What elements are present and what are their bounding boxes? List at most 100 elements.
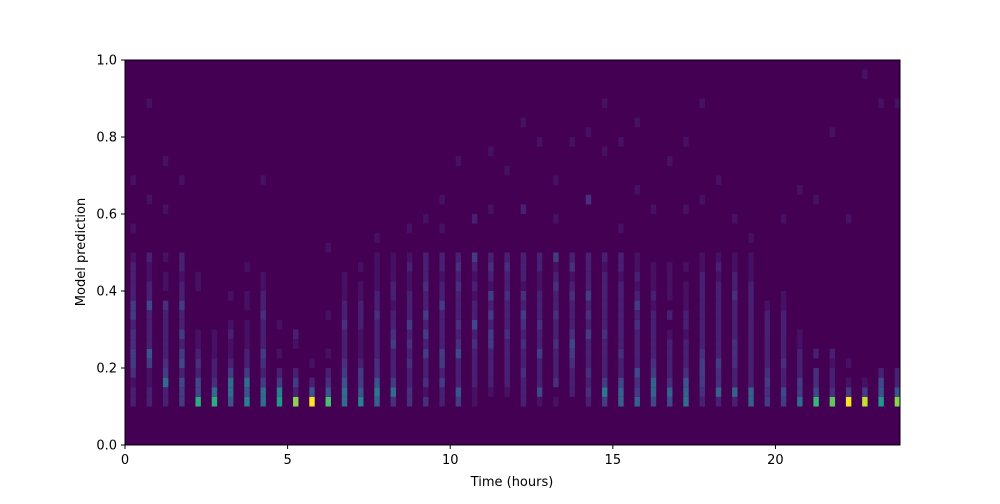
heatmap-cell [504,291,510,301]
heatmap-cell [553,396,559,407]
heatmap-cell [439,329,445,340]
heatmap-cell [146,387,153,397]
heatmap-cell [553,252,559,263]
heatmap-cell [423,319,429,330]
heatmap-cell [374,368,380,378]
heatmap-cell [439,281,445,291]
heatmap-cell [553,310,559,320]
heatmap-cell [471,358,478,368]
heatmap-cell [634,300,640,311]
heatmap-cell [845,387,852,397]
y-tick-label: 0.8 [96,131,117,146]
heatmap-cell [260,319,266,330]
heatmap-cell [471,396,478,407]
heatmap-cell [748,396,754,407]
heatmap-cell [195,368,201,378]
heatmap-cell [536,310,543,320]
heatmap-cell [341,339,348,349]
heatmap-cell [667,358,673,368]
heatmap-cell-upper [683,204,689,214]
heatmap-cell-upper [829,127,836,137]
heatmap-cell-upper [423,214,429,224]
heatmap-cell-upper [146,194,153,205]
heatmap-cell [130,329,136,340]
heatmap-cell-upper [536,137,543,147]
heatmap-cell [423,358,429,368]
heatmap-cell [618,377,624,388]
heatmap-cell [488,339,494,349]
heatmap-cell [553,368,559,378]
heatmap-cell [618,339,624,349]
heatmap-cell [601,281,608,291]
y-axis-label: Model prediction [74,198,89,306]
heatmap-cell [569,300,575,311]
heatmap-cell [325,377,331,388]
heatmap-cell [195,377,201,388]
heatmap-cell [390,262,397,272]
heatmap-cell [341,329,348,340]
heatmap-cell [553,300,559,311]
heatmap-cell [748,339,754,349]
heatmap-cell [667,329,673,340]
heatmap-cell [439,319,445,330]
heatmap-cell [227,368,234,378]
heatmap-cell [569,310,575,320]
heatmap-cell [358,300,364,311]
heatmap-cell [748,329,754,340]
heatmap-cell [227,377,234,388]
heatmap-cell [390,377,397,388]
heatmap-cell [439,291,445,301]
heatmap-cell [130,281,136,291]
heatmap-cell [130,262,136,272]
heatmap-cell [601,368,608,378]
heatmap-cell [374,262,380,272]
heatmap-cell [780,396,787,407]
heatmap-cell [797,387,803,397]
heatmap-cell [244,387,250,397]
heatmap-cell [520,348,527,359]
heatmap-cell [358,377,364,388]
heatmap-cell [634,310,640,320]
heatmap-cell [439,396,445,407]
heatmap-cell [488,300,494,311]
heatmap-cell [244,300,250,311]
heatmap-cell [244,396,250,407]
heatmap-cell [878,377,884,388]
heatmap-cell [732,319,738,330]
heatmap-cell [358,396,364,407]
heatmap-cell [553,281,559,291]
heatmap-cell [504,368,510,378]
heatmap-cell [618,368,624,378]
heatmap-cell [862,387,868,397]
heatmap-cell-upper [585,127,592,137]
heatmap-cell [764,310,771,320]
heatmap-cell [683,319,689,330]
heatmap-cell [553,319,559,330]
heatmap-cell [406,377,413,388]
heatmap-cell [553,358,559,368]
heatmap-cell [520,329,527,340]
x-axis: 0 5 10 15 20 [121,445,784,468]
heatmap-cell [488,387,494,397]
heatmap-cell [520,368,527,378]
heatmap-cell [797,368,803,378]
heatmap-cell [536,271,543,282]
heatmap-cell [862,377,868,388]
heatmap-cell [406,329,413,340]
heatmap-cell [423,291,429,301]
heatmap-cell [748,358,754,368]
heatmap-cell [455,368,462,378]
heatmap-cell [244,377,250,388]
heatmap-cell [585,396,592,407]
heatmap-cell [162,377,169,388]
heatmap-cell [618,396,624,407]
heatmap-cell [536,348,543,359]
heatmap-cell [732,310,738,320]
heatmap-cell [520,262,527,272]
heatmap-cell [162,368,169,378]
heatmap-cell [650,300,657,311]
heatmap-cell [195,271,201,282]
heatmap-cell [488,377,494,388]
heatmap-cell [569,368,575,378]
heatmap-cell [715,358,722,368]
